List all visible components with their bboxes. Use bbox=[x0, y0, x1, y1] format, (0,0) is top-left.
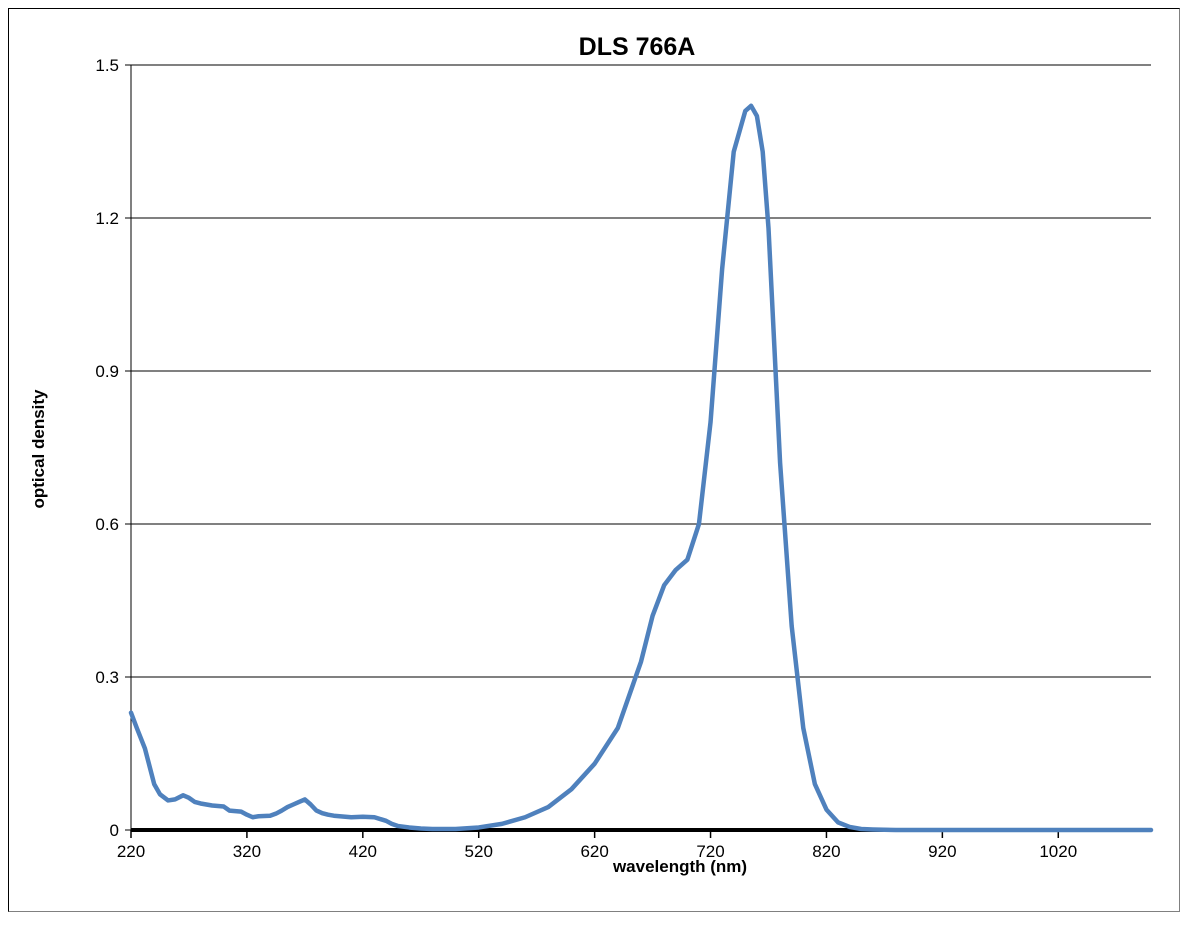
x-axis-title: wavelength (nm) bbox=[612, 857, 747, 876]
y-tick-label: 1.2 bbox=[95, 209, 119, 228]
x-tick-label: 420 bbox=[349, 842, 377, 861]
tick-labels: 0 0.3 0.6 0.9 1.2 1.5 220 320 420 520 620 720 820 920… bbox=[95, 56, 1077, 861]
chart-frame bbox=[8, 8, 1180, 912]
series-line bbox=[128, 103, 1154, 833]
y-axis-title: optical density bbox=[29, 389, 48, 509]
series-layer bbox=[128, 103, 1154, 833]
gridlines bbox=[131, 64, 1151, 678]
x-tick-label: 620 bbox=[580, 842, 608, 861]
y-tick-label: 0.6 bbox=[95, 515, 119, 534]
x-tick-label: 1020 bbox=[1039, 842, 1077, 861]
x-tick-label: 920 bbox=[928, 842, 956, 861]
x-tick-label: 820 bbox=[812, 842, 840, 861]
axes bbox=[125, 64, 1151, 838]
x-tick-label: 720 bbox=[696, 842, 724, 861]
x-tick-label: 320 bbox=[233, 842, 261, 861]
y-tick-label: 1.5 bbox=[95, 56, 119, 75]
x-tick-label: 220 bbox=[117, 842, 145, 861]
y-tick-label: 0 bbox=[110, 821, 119, 840]
y-tick-label: 0.9 bbox=[95, 362, 119, 381]
chart-title: DLS 766A bbox=[579, 33, 696, 61]
x-tick-label: 520 bbox=[465, 842, 493, 861]
y-tick-label: 0.3 bbox=[95, 668, 119, 687]
